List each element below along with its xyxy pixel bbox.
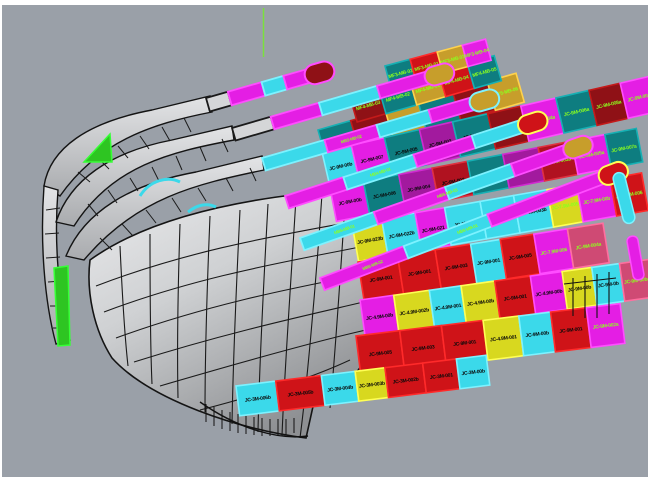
deck-strip[interactable]: MB3-MB-02: [260, 87, 501, 173]
deck-strip-tip[interactable]: [302, 59, 336, 86]
panel-label: JC-9M-001: [559, 326, 583, 335]
panel-label: JC-9M-0b: [598, 281, 620, 290]
panel-label: JC-3M-001: [430, 372, 454, 381]
panel-label: JC-9M-001: [369, 275, 393, 285]
panel-label: JC-3M-005b: [287, 389, 314, 398]
panel-label: JC-3M-00b: [461, 368, 485, 377]
panel-label: JC-9M-001: [408, 268, 432, 278]
panel-label: JC-9M-003: [428, 138, 452, 149]
panel-label: JC-9M-007: [360, 154, 384, 165]
deck-strip-tip[interactable]: [467, 87, 501, 114]
panel-label: JC-9M-005a: [578, 150, 605, 161]
deck-strip[interactable]: [230, 61, 456, 143]
panel-label: JC-7.9M-00b: [583, 196, 611, 207]
panel-label: JC-9M-00a: [627, 92, 648, 103]
strip-label: MB4-MB-01: [369, 166, 392, 178]
panel-label: JC-9M-00b: [338, 197, 362, 207]
right-edge-slivers[interactable]: [612, 171, 645, 281]
panel-row: JC-3M-006b JC-3M-005b JC-3M-004b JC-3M-003b…: [235, 354, 491, 417]
panel-label: JC-9M-008a: [596, 99, 623, 111]
panel-label: JC-9M-022b: [388, 230, 415, 240]
bow-deck-bands[interactable]: [41, 95, 265, 345]
deck-strip-segment[interactable]: [260, 138, 330, 172]
panel-label: JC-3M-004b: [327, 385, 354, 394]
panel-label: JC-9M-001: [453, 339, 477, 348]
deck-strips: MB6-MB-02MB6-MB-01MB5-MB-01MB5-MB-03MB4-…: [204, 59, 631, 293]
3d-model-scene[interactable]: MF5-MB-04MF5-MB-03MF5-MB-02MF5-MB-01MF5-…: [2, 5, 648, 477]
panel-label: JC-9M-00b: [568, 285, 592, 294]
panel-label: JC-9M-005: [394, 146, 418, 157]
hull-panel[interactable]: [461, 38, 493, 68]
hull-panel[interactable]: [619, 75, 648, 120]
bow-band-seams: [44, 117, 257, 329]
panel-label: JC-9M-003b: [520, 207, 547, 217]
panel-label: JC-3M-006b: [244, 395, 271, 404]
panel-label: JC-9M-00b: [329, 161, 353, 172]
deck-strip-tip[interactable]: [561, 133, 596, 161]
panel-label: JC-9M-00ba: [624, 276, 648, 286]
deck-strip-tip[interactable]: [516, 109, 550, 136]
panel-label: JC-9M-023b: [357, 236, 384, 246]
panel-label: JC-9M-021: [421, 225, 445, 235]
panel-label: JC-7.9M-005: [551, 201, 579, 212]
panel-label: JC-9M-002: [441, 177, 465, 187]
panel-label: JC-9M-003: [444, 263, 468, 273]
panel-label: JC-4.9M-00b: [535, 289, 563, 299]
panel-label: JC-9M-004: [407, 184, 431, 194]
panel-label: JC-9M-006: [372, 190, 396, 200]
panel-label: JC-9M-00b: [525, 330, 549, 339]
keel-frame-lines: [199, 401, 309, 438]
panel-label: JC-9M-001: [503, 294, 527, 303]
deck-strip[interactable]: [204, 59, 336, 114]
panel-row: JC-9M-001 JC-9M-001 JC-9M-003 JC-9M-001 JC-9…: [357, 222, 611, 303]
hull-panel[interactable]: [585, 302, 626, 349]
panel-label: JC-4.9M-001: [434, 303, 462, 313]
deck-strip-segment[interactable]: [226, 81, 267, 107]
edge-sliver[interactable]: [612, 171, 636, 225]
panel-label: JC-3M-002b: [392, 377, 419, 386]
edge-sliver[interactable]: [626, 235, 645, 281]
panel-label: JC-3M-003b: [359, 381, 386, 390]
strip-label: MB3-MB-02: [340, 133, 363, 144]
panel-label: JC-9M-005: [368, 350, 392, 359]
green-panel[interactable]: [53, 265, 71, 347]
cad-viewport[interactable]: MF5-MB-04MF5-MB-03MF5-MB-02MF5-MB-01MF5-…: [2, 5, 648, 477]
deck-strip-segment[interactable]: [230, 115, 276, 142]
stern-frame-lines: [563, 272, 617, 318]
panel-label: JC-7.9M-006: [540, 247, 568, 257]
hull-panel[interactable]: [455, 354, 491, 390]
panel-row: JC-9M-005 JC-9M-003 JC-9M-001 JC-4.9M-001 JC…: [355, 302, 626, 377]
panel-label: JC-4.9M-00b: [467, 298, 495, 308]
green-panel[interactable]: [82, 132, 113, 163]
hull-panel[interactable]: [566, 222, 611, 270]
panel-label: JC-9M-007a: [611, 144, 638, 155]
panel-label: JC-4.9M-002b: [399, 307, 430, 317]
deck-strip-tip[interactable]: [422, 61, 456, 88]
deck-strip[interactable]: MB4-MB-01: [283, 109, 550, 211]
cyan-accent-arcs: [138, 177, 217, 214]
panel-label: JC-4.9M-001: [490, 334, 518, 343]
panel-label: JC-4.9M-00b: [366, 312, 394, 322]
green-highlight-panels[interactable]: [53, 132, 113, 347]
deck-strip-segment[interactable]: [269, 101, 324, 131]
panel-label: JC-9M-005: [508, 253, 532, 263]
hull-panel[interactable]: [603, 127, 644, 169]
panel-label: JC-9M-002a: [593, 322, 620, 331]
panel-label: JC-9M-001: [477, 258, 501, 268]
panel-label: JC-9M-006a: [563, 107, 590, 119]
panel-label: JC-9M-004a: [575, 242, 602, 252]
panel-label: JC-9M-003: [411, 344, 435, 353]
